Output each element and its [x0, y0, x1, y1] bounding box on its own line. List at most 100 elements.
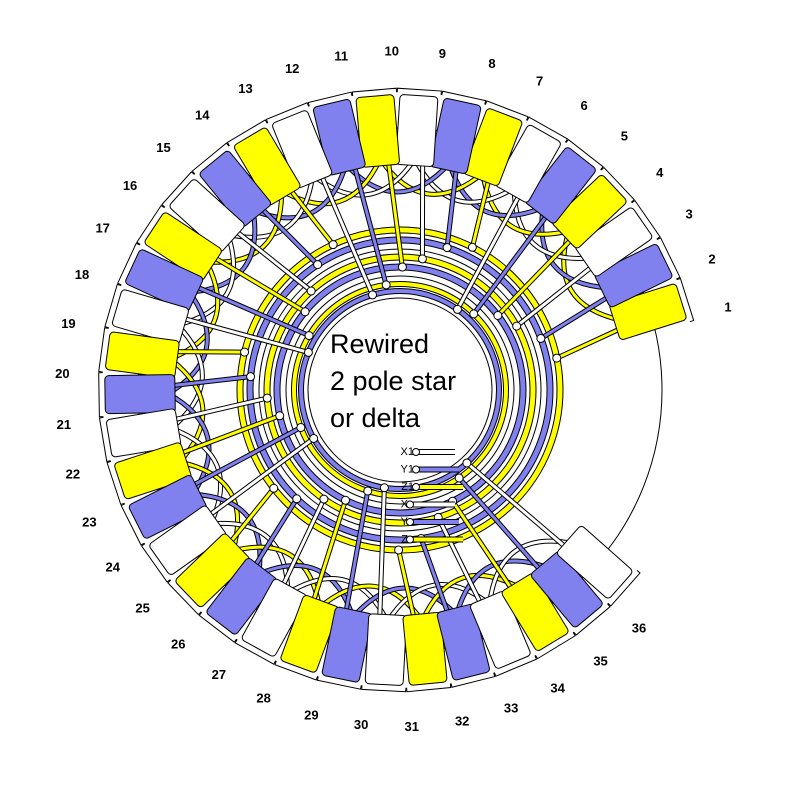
slot-number: 26 — [171, 637, 185, 652]
junction — [240, 347, 250, 357]
slot — [551, 166, 635, 249]
slot — [307, 91, 366, 176]
slot — [136, 204, 222, 281]
terminal-node — [412, 448, 420, 456]
slot-number: 20 — [55, 366, 69, 381]
slot-bracket — [361, 685, 407, 693]
center-text: Rewired — [330, 329, 429, 359]
slot-number: 16 — [123, 178, 137, 193]
slot-bracket — [307, 91, 353, 107]
slot-bracket — [140, 543, 171, 583]
lead — [229, 487, 275, 544]
slot-bracket — [234, 639, 277, 665]
slot-body — [312, 99, 366, 176]
junction — [303, 347, 313, 357]
slot-bracket — [676, 277, 695, 323]
slot-body — [199, 150, 272, 227]
junction — [442, 243, 452, 253]
junction — [394, 545, 404, 555]
slot — [274, 595, 340, 681]
slot-body — [530, 551, 603, 628]
slot-body — [355, 94, 400, 168]
hub — [307, 297, 493, 483]
lead — [183, 316, 309, 354]
slot — [557, 526, 641, 607]
slot-body — [402, 612, 448, 686]
slot-body — [149, 505, 227, 575]
slot-number: 10 — [385, 44, 399, 59]
slot-number: 18 — [75, 267, 89, 282]
slot-body — [234, 127, 301, 206]
junction — [292, 494, 302, 504]
lead — [320, 175, 374, 296]
slot — [316, 606, 373, 690]
slot-bracket — [198, 611, 238, 643]
terminal-node — [412, 465, 420, 474]
slot-number: 8 — [488, 56, 495, 71]
junction — [379, 483, 389, 493]
slot-body — [272, 110, 333, 188]
terminal-node — [406, 535, 414, 544]
slot-body — [495, 124, 561, 203]
terminal-node — [412, 483, 420, 491]
terminals: X1 Y1 Z1 XYZ — [401, 446, 463, 545]
slot-number: 5 — [621, 129, 628, 144]
slot-bracket — [441, 90, 487, 105]
slot-bracket — [167, 579, 202, 616]
lead — [260, 207, 319, 266]
terminal-label: X — [401, 498, 409, 510]
slot-bracket — [535, 632, 576, 660]
terminal-node — [406, 518, 414, 526]
slot-number: 23 — [82, 515, 96, 530]
junction — [462, 458, 472, 468]
lead — [289, 189, 335, 246]
slot — [120, 474, 207, 546]
ring — [285, 275, 515, 505]
slot-body — [105, 331, 180, 379]
slot-number: 34 — [550, 680, 565, 695]
junction — [269, 483, 279, 493]
slot-bracket — [600, 166, 635, 203]
lead — [496, 238, 573, 317]
slot-body — [128, 474, 207, 539]
slot-bracket — [573, 603, 611, 636]
slot-bracket — [104, 283, 122, 329]
junction — [381, 280, 391, 290]
slot-number: 3 — [685, 206, 692, 221]
junction — [467, 242, 477, 252]
lead — [470, 179, 491, 248]
slot — [395, 87, 442, 167]
lead — [540, 295, 609, 340]
slot — [470, 590, 538, 677]
slot-bracket — [565, 138, 604, 171]
slot-bracket — [191, 142, 230, 175]
slot — [98, 327, 180, 379]
lead — [171, 375, 251, 388]
slot-bracket — [161, 171, 195, 208]
lead — [456, 194, 521, 311]
slot-bracket — [607, 569, 641, 607]
lead — [173, 396, 268, 422]
slot — [104, 283, 189, 345]
terminal-label: Z1 — [401, 481, 414, 493]
slot-body — [594, 244, 673, 308]
slot-number: 11 — [334, 49, 348, 64]
terminal-label: Z — [401, 533, 408, 545]
junction — [368, 290, 378, 300]
slot — [575, 199, 661, 277]
slot-body — [321, 606, 373, 683]
lead — [281, 498, 326, 587]
slot — [198, 558, 277, 643]
slot-number: 13 — [238, 81, 252, 96]
slot-number: 12 — [285, 61, 299, 76]
center-text: or delta — [330, 403, 421, 433]
junction — [304, 331, 314, 341]
junction — [397, 262, 407, 272]
slot — [495, 116, 569, 203]
slot — [429, 90, 487, 174]
junction — [417, 254, 427, 264]
lead — [235, 230, 313, 293]
slot-body — [524, 147, 596, 224]
slot-number: 32 — [455, 714, 469, 729]
slot-bracket — [106, 460, 125, 506]
